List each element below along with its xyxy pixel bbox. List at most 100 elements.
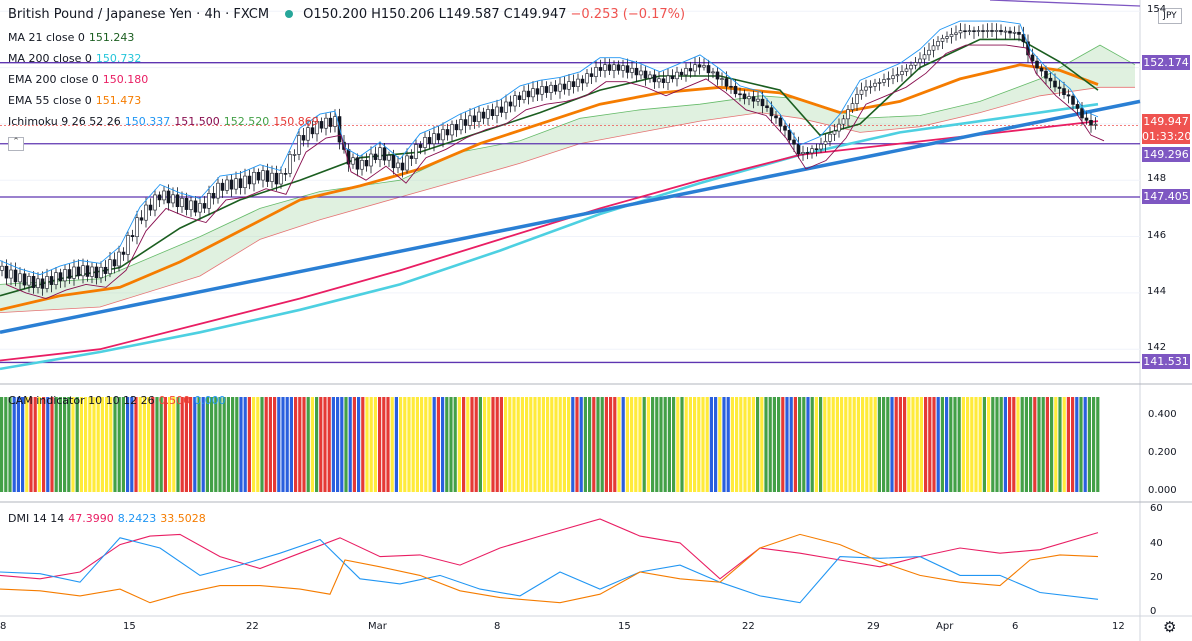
- candle-body: [1003, 30, 1008, 33]
- cam-bar: [298, 397, 302, 492]
- candle-body: [630, 67, 634, 73]
- price-tag: 152.174: [1142, 54, 1190, 70]
- candle-body: [9, 269, 13, 279]
- legend-dmi[interactable]: DMI 14 14 47.3990 8.2423 33.5028: [8, 512, 210, 525]
- time-axis-label: 8: [0, 621, 7, 632]
- candle-body: [234, 178, 238, 190]
- candle-body: [58, 272, 63, 282]
- cam-bar: [819, 397, 823, 492]
- cam-bar: [138, 397, 142, 492]
- candle-body: [688, 68, 693, 72]
- cam-bar: [340, 397, 344, 492]
- candle-body: [517, 95, 522, 100]
- legend-ichimoku-base: 151.500: [174, 115, 220, 128]
- cam-bar: [957, 397, 961, 492]
- cam-bar: [394, 397, 398, 492]
- cam-bar: [88, 397, 92, 492]
- candle-body: [405, 155, 409, 171]
- cam-bar: [949, 397, 953, 492]
- cam-bar: [411, 397, 415, 492]
- cam-bar: [550, 397, 554, 492]
- cam-bar: [772, 397, 776, 492]
- candle-body: [1017, 31, 1021, 35]
- ichimoku-span-a: [0, 44, 1136, 285]
- candle-body: [1089, 120, 1093, 126]
- candle-body: [837, 123, 841, 132]
- candle-body: [616, 64, 621, 71]
- candle-body: [558, 83, 562, 92]
- cam-bar: [940, 397, 944, 492]
- cam-bar: [751, 397, 755, 492]
- candle-body: [661, 78, 666, 83]
- time-axis-label: 29: [867, 621, 880, 632]
- cam-bar: [903, 397, 907, 492]
- cam-bar: [1054, 397, 1058, 492]
- cam-bar: [877, 397, 881, 492]
- cam-bar: [462, 397, 466, 492]
- candle-body: [103, 266, 108, 274]
- candle-body: [85, 265, 90, 277]
- cam-bar: [516, 397, 520, 492]
- legend-ma200[interactable]: MA 200 close 0 150.732: [8, 52, 145, 65]
- candle-body: [958, 30, 963, 34]
- candle-body: [63, 269, 67, 282]
- candle-body: [1075, 104, 1080, 109]
- cam-bar: [823, 397, 827, 492]
- legend-ema55[interactable]: EMA 55 close 0 151.473: [8, 94, 145, 107]
- cam-bar: [495, 397, 499, 492]
- dmi-plus-line: [0, 518, 1099, 580]
- cam-bar: [466, 397, 470, 492]
- candle-body: [891, 75, 895, 79]
- candle-body: [945, 36, 949, 39]
- legend-cam[interactable]: CAM indicator 10 10 12 26 0.500 0.000: [8, 394, 230, 407]
- candle-body: [589, 73, 594, 77]
- cam-bar: [890, 397, 894, 492]
- cam-bar: [373, 397, 377, 492]
- cam-bar: [852, 397, 856, 492]
- candle-body: [976, 30, 981, 32]
- candle-body: [711, 71, 715, 74]
- cam-bar: [562, 397, 566, 492]
- candle-body: [328, 117, 333, 127]
- candle-body: [981, 30, 985, 32]
- cam-bar: [936, 397, 940, 492]
- cam-bar: [861, 397, 865, 492]
- settings-gear-icon[interactable]: ⚙: [1163, 618, 1177, 636]
- candle-body: [594, 67, 598, 77]
- cam-bar: [655, 397, 659, 492]
- cam-bar: [672, 397, 676, 492]
- legend-ema200[interactable]: EMA 200 close 0 150.180: [8, 73, 152, 86]
- candle-body: [418, 144, 423, 148]
- candle-body: [1057, 86, 1062, 89]
- cam-bar: [525, 397, 529, 492]
- cam-bar: [235, 397, 239, 492]
- candle-body: [693, 64, 697, 72]
- cam-bar: [835, 397, 839, 492]
- cam-bar: [176, 397, 180, 492]
- candle-body: [315, 121, 319, 135]
- candle-body: [522, 90, 526, 100]
- candle-body: [441, 129, 445, 141]
- legend-ma21[interactable]: MA 21 close 0 151.243: [8, 31, 138, 44]
- cam-bar: [924, 397, 928, 492]
- candle-body: [927, 49, 931, 56]
- candle-body: [423, 137, 427, 148]
- currency-label[interactable]: JPY: [1158, 8, 1182, 24]
- cam-bar: [747, 397, 751, 492]
- price-axis-label: 142: [1147, 342, 1167, 354]
- price-axis-label: 154: [1147, 4, 1167, 16]
- cam-bar: [159, 397, 163, 492]
- candle-body: [360, 160, 364, 170]
- collapse-legend-icon[interactable]: ⌃: [8, 137, 24, 151]
- legend-dmi-label: DMI 14 14: [8, 512, 65, 525]
- candle-body: [148, 204, 153, 211]
- cam-bar: [499, 397, 503, 492]
- candle-body: [679, 71, 684, 76]
- legend-ichimoku[interactable]: Ichimoku 9 26 52 26 150.337 151.500 152.520…: [8, 115, 323, 128]
- cam-bar: [50, 397, 54, 492]
- cam-bar: [8, 397, 12, 492]
- symbol-title[interactable]: British Pound / Japanese Yen · 4h · FXCM: [8, 7, 270, 22]
- cam-bar: [21, 397, 25, 492]
- candle-body: [319, 121, 324, 129]
